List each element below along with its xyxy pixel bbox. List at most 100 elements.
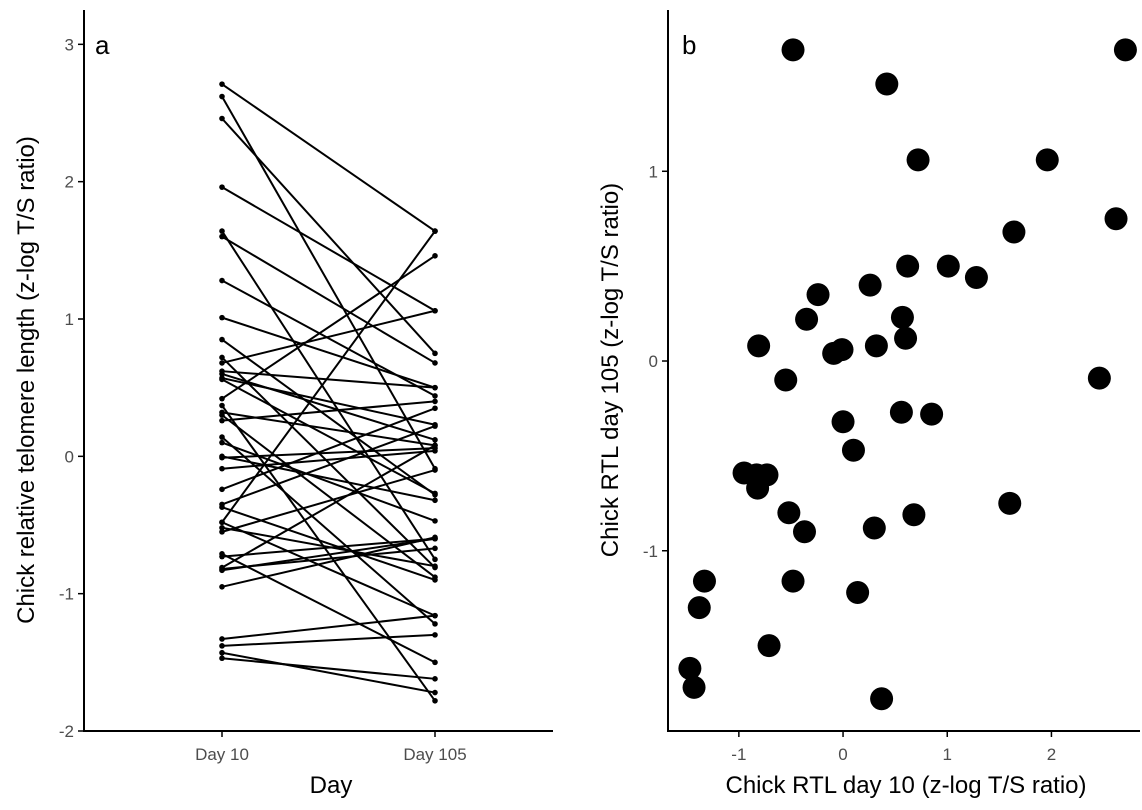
scatter-point-8 <box>920 402 944 426</box>
panel-a-label: a <box>95 30 110 60</box>
scatter-point-19 <box>858 273 882 297</box>
panel-b-x-tick-label-2: 1 <box>943 745 952 764</box>
pair-line-38 <box>221 614 436 640</box>
day105-point-32 <box>432 659 438 666</box>
panel-a-points <box>219 81 438 704</box>
panel-b-y-tick-label-2: 1 <box>649 162 658 181</box>
scatter-point-9 <box>906 148 930 172</box>
panel-b-label: b <box>682 30 696 60</box>
pair-line-20 <box>221 436 436 625</box>
pair-line-23 <box>221 447 436 459</box>
pair-line-18 <box>221 414 436 578</box>
scatter-point-22 <box>831 410 855 434</box>
day10-point-5 <box>219 233 225 240</box>
panel-b: b -1 0 1 -1 0 1 2 Chick RTL day 10 (z-log T/S… <box>597 10 1140 799</box>
day105-point-6 <box>432 393 438 399</box>
day10-point-38 <box>219 636 225 642</box>
pair-line-25 <box>221 407 436 491</box>
day10-point-3 <box>219 184 225 190</box>
day105-point-26 <box>432 423 438 429</box>
pair-line-19 <box>221 400 436 422</box>
pair-line-31 <box>221 469 436 533</box>
day105-point-24 <box>432 448 438 454</box>
panel-a: a -2 -1 0 1 2 3 Day 10 Day 105 Day Chick relat… <box>13 10 553 799</box>
scatter-point-24 <box>822 341 846 365</box>
scatter-point-32 <box>757 634 781 658</box>
day10-point-30 <box>219 524 225 531</box>
pair-line-14 <box>221 377 436 426</box>
scatter-point-11 <box>896 254 920 278</box>
pair-line-22 <box>221 455 436 502</box>
day10-point-4 <box>219 228 225 234</box>
day10-point-39 <box>219 643 225 649</box>
panel-b-x-tick-label-0: -1 <box>731 745 746 764</box>
pair-line-37 <box>221 536 436 588</box>
day105-point-37 <box>432 534 438 541</box>
scatter-point-40 <box>682 675 706 699</box>
scatter-point-39 <box>687 596 711 620</box>
day10-point-25 <box>219 486 225 493</box>
day10-point-20 <box>219 434 225 440</box>
day10-point-27 <box>219 504 225 510</box>
pair-line-7 <box>221 316 436 389</box>
panel-b-y-tick-label-0: -1 <box>643 542 658 561</box>
panel-b-y-tick-label-1: 0 <box>649 352 658 371</box>
day105-point-10 <box>432 307 438 314</box>
panel-a-y-tick-label-1: -1 <box>59 585 74 604</box>
panel-a-y-ticks: -2 -1 0 1 2 3 <box>59 35 84 741</box>
pair-line-26 <box>221 425 436 506</box>
scatter-point-0 <box>1113 38 1137 62</box>
pair-line-28 <box>221 230 436 523</box>
day10-point-0 <box>219 81 225 87</box>
panel-a-y-tick-label-5: 3 <box>65 35 74 54</box>
scatter-point-25 <box>806 283 830 307</box>
day10-point-9 <box>219 354 225 361</box>
day105-point-13 <box>432 490 438 497</box>
day10-point-23 <box>219 454 225 461</box>
day105-point-11 <box>432 384 438 391</box>
pair-line-29 <box>221 521 436 617</box>
scatter-point-38 <box>692 569 716 593</box>
pair-line-10 <box>221 309 436 364</box>
day105-point-2 <box>432 350 438 357</box>
panel-b-x-ticks: -1 0 1 2 <box>731 731 1056 764</box>
day105-point-27 <box>432 577 438 583</box>
scatter-point-20 <box>846 580 870 604</box>
panel-a-y-tick-label-3: 1 <box>65 310 74 329</box>
pair-line-32 <box>221 552 436 664</box>
day105-point-40 <box>432 689 438 696</box>
panel-a-lines <box>221 83 436 702</box>
pair-line-13 <box>221 378 436 495</box>
scatter-point-37 <box>732 461 756 485</box>
scatter-point-18 <box>862 516 886 540</box>
pair-line-3 <box>221 186 436 312</box>
pair-line-5 <box>221 235 436 364</box>
scatter-point-14 <box>890 305 914 329</box>
scatter-point-1 <box>1104 207 1128 231</box>
day105-point-19 <box>432 398 438 405</box>
pair-line-40 <box>221 651 436 694</box>
day10-point-19 <box>219 417 225 424</box>
scatter-point-16 <box>870 687 894 711</box>
pair-line-8 <box>221 338 436 496</box>
day10-point-2 <box>219 115 225 122</box>
day105-point-41 <box>432 676 438 682</box>
panel-a-y-tick-label-2: 0 <box>65 447 74 466</box>
scatter-point-4 <box>1002 220 1026 244</box>
day10-point-14 <box>219 375 225 381</box>
day105-point-12 <box>432 437 438 443</box>
day105-point-39 <box>432 632 438 638</box>
day10-point-7 <box>219 314 225 321</box>
pair-line-34 <box>221 444 436 569</box>
scatter-point-7 <box>936 254 960 278</box>
day105-point-21 <box>432 518 438 524</box>
pair-line-4 <box>221 230 436 560</box>
day10-point-21 <box>219 439 225 446</box>
day10-point-6 <box>219 277 225 284</box>
day105-point-15 <box>432 253 438 259</box>
day10-point-40 <box>219 649 225 656</box>
pair-line-9 <box>221 356 436 569</box>
day105-point-25 <box>432 405 438 412</box>
scatter-point-13 <box>889 400 913 424</box>
day105-point-4 <box>432 556 438 563</box>
